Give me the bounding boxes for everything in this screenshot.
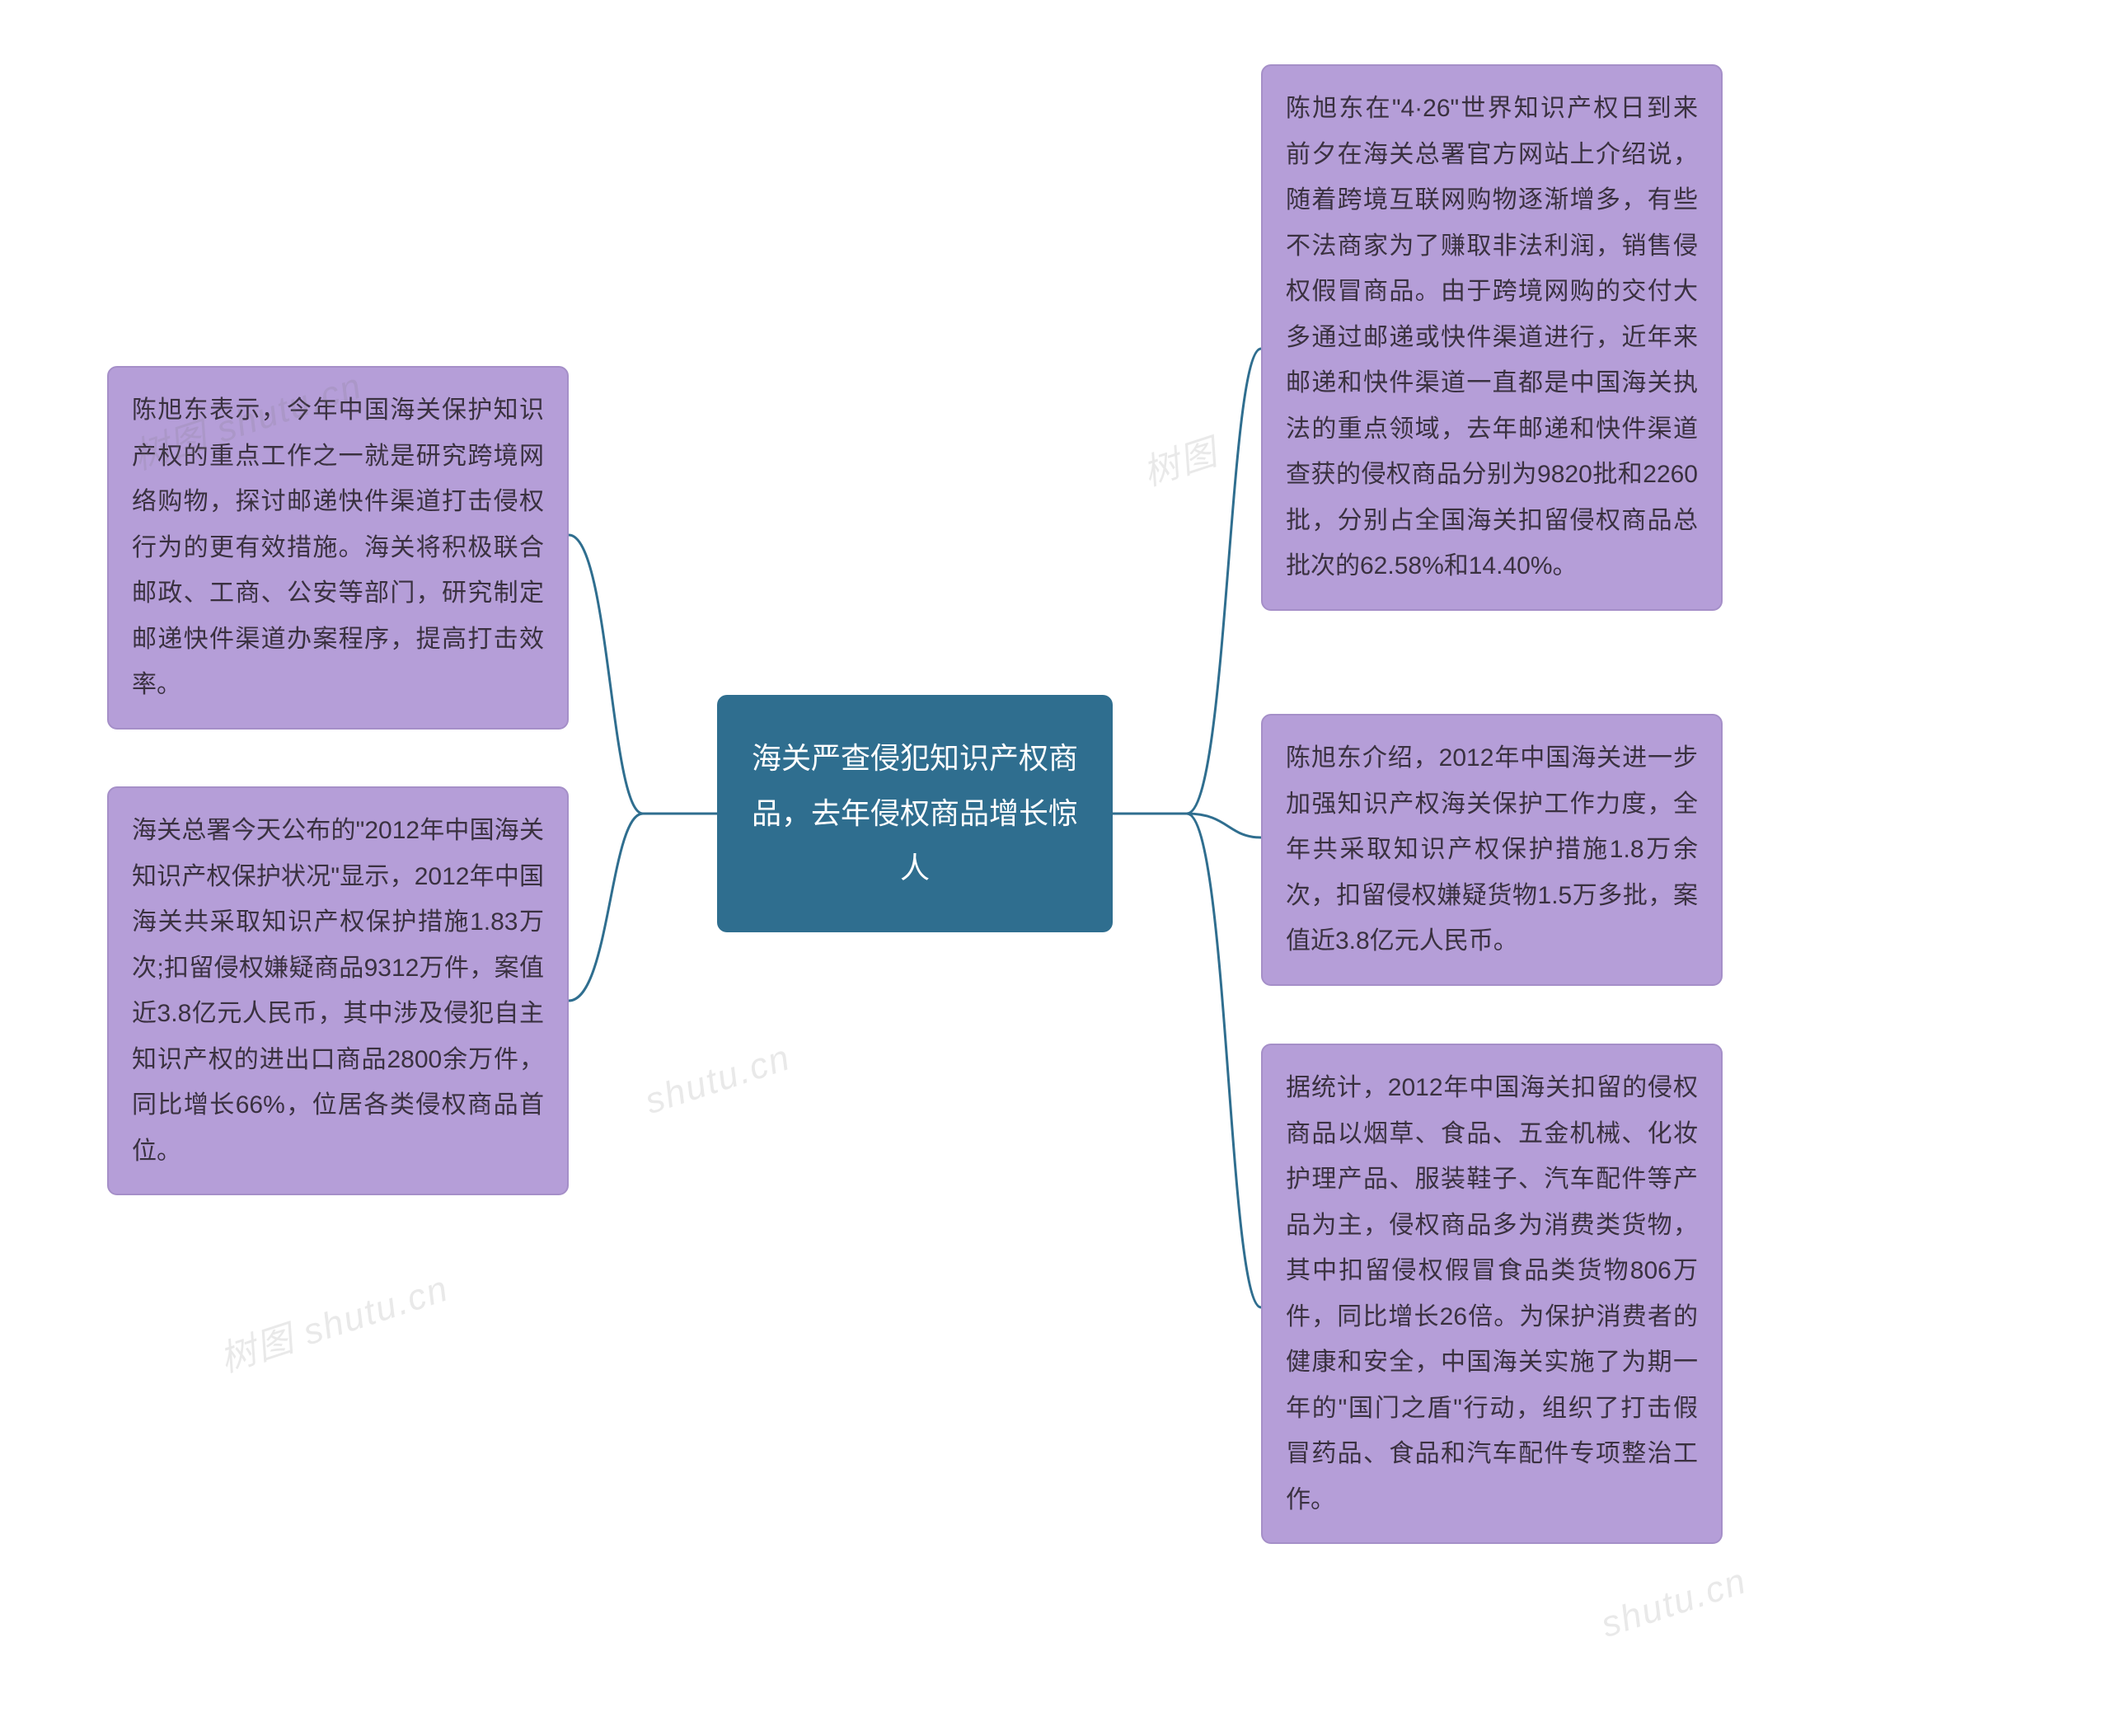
leaf-L1-text: 陈旭东表示，今年中国海关保护知识产权的重点工作之一就是研究跨境网络购物，探讨邮递… xyxy=(132,396,544,698)
leaf-R2-text: 陈旭东介绍，2012年中国海关进一步加强知识产权海关保护工作力度，全年共采取知识… xyxy=(1286,744,1698,955)
leaf-R1-text: 陈旭东在"4·26"世界知识产权日到来前夕在海关总署官方网站上介绍说，随着跨境互… xyxy=(1286,95,1698,579)
leaf-R2[interactable]: 陈旭东介绍，2012年中国海关进一步加强知识产权海关保护工作力度，全年共采取知识… xyxy=(1261,714,1723,986)
leaf-R3-text: 据统计，2012年中国海关扣留的侵权商品以烟草、食品、五金机械、化妆护理产品、服… xyxy=(1286,1074,1698,1513)
leaf-R3[interactable]: 据统计，2012年中国海关扣留的侵权商品以烟草、食品、五金机械、化妆护理产品、服… xyxy=(1261,1044,1723,1544)
center-node-text: 海关严查侵犯知识产权商品，去年侵权商品增长惊人 xyxy=(747,731,1083,896)
mindmap-canvas: 海关严查侵犯知识产权商品，去年侵权商品增长惊人 陈旭东表示，今年中国海关保护知识… xyxy=(0,0,2110,1736)
connector-L1 xyxy=(569,535,643,814)
leaf-L2[interactable]: 海关总署今天公布的"2012年中国海关知识产权保护状况"显示，2012年中国海关… xyxy=(107,786,569,1195)
center-node[interactable]: 海关严查侵犯知识产权商品，去年侵权商品增长惊人 xyxy=(717,695,1113,932)
connector-R3 xyxy=(1187,814,1261,1307)
connector-L2 xyxy=(569,814,643,1001)
leaf-L1[interactable]: 陈旭东表示，今年中国海关保护知识产权的重点工作之一就是研究跨境网络购物，探讨邮递… xyxy=(107,366,569,730)
connector-R1 xyxy=(1187,349,1261,814)
leaf-L2-text: 海关总署今天公布的"2012年中国海关知识产权保护状况"显示，2012年中国海关… xyxy=(132,817,544,1165)
leaf-R1[interactable]: 陈旭东在"4·26"世界知识产权日到来前夕在海关总署官方网站上介绍说，随着跨境互… xyxy=(1261,64,1723,611)
